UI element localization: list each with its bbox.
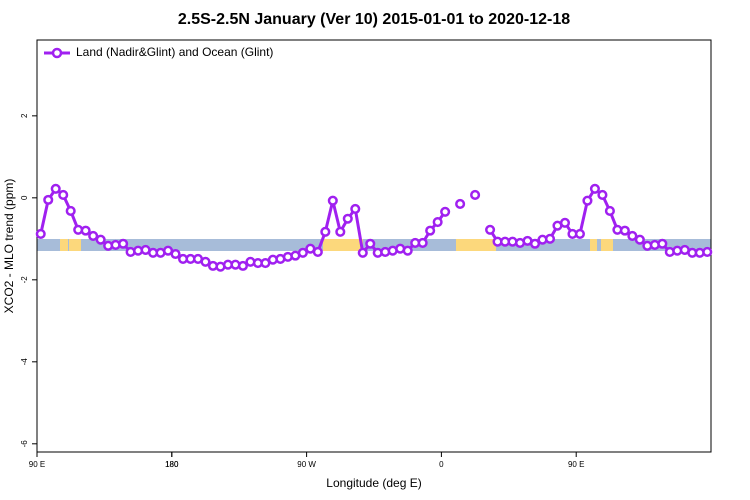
x-tick-label: 180 (165, 460, 179, 469)
data-point (657, 238, 668, 249)
data-point (627, 230, 638, 242)
x-tick-label: 0 (439, 460, 444, 469)
data-point (88, 230, 99, 242)
data-point (35, 228, 46, 239)
data-point (559, 217, 571, 228)
y-tick-label: -6 (20, 440, 29, 448)
data-point (297, 247, 308, 258)
data-point (342, 213, 353, 224)
data-point (425, 225, 436, 236)
data-point (58, 189, 69, 201)
land-band (601, 239, 613, 251)
legend-label: Land (Nadir&Glint) and Ocean (Glint) (76, 45, 273, 59)
data-point (118, 238, 129, 249)
data-point (440, 206, 451, 217)
legend-marker (51, 47, 63, 59)
data-point (402, 245, 413, 256)
data-point (417, 237, 428, 248)
x-tick-label: 180 (165, 460, 179, 469)
y-tick-label: 0 (20, 195, 29, 200)
data-point (95, 234, 106, 245)
data-point (65, 205, 76, 216)
data-point (335, 226, 346, 237)
y-tick-label: -4 (20, 358, 29, 366)
data-point (357, 247, 368, 258)
data-point (544, 233, 556, 244)
data-point (574, 228, 585, 239)
x-tick-label: 90 W (297, 460, 316, 469)
data-point (237, 260, 248, 271)
data-point (327, 195, 338, 206)
y-tick-label: -2 (20, 276, 29, 284)
data-point (80, 225, 91, 236)
x-axis-label: Longitude (deg E) (326, 476, 421, 490)
data-point (432, 216, 443, 228)
data-point (597, 189, 608, 201)
data-point (200, 256, 211, 267)
x-tick-label: 90 E (568, 460, 584, 469)
plot-frame (36, 39, 712, 453)
land-band (60, 239, 68, 251)
y-axis-label: XCO2 - MLO trend (ppm) (2, 179, 16, 314)
legend: Land (Nadir&Glint) and Ocean (Glint) (44, 45, 273, 59)
data-point (604, 205, 615, 216)
land-band (323, 239, 363, 251)
data-point (634, 234, 645, 245)
data-point (529, 238, 541, 249)
x-tick-label: 90 E (29, 460, 45, 469)
data-point (43, 194, 54, 205)
data-point (170, 248, 181, 260)
data-point (702, 246, 713, 257)
data-point (455, 198, 466, 210)
data-point (50, 183, 61, 194)
data-point (582, 195, 593, 206)
data-point (312, 246, 323, 257)
land-band (590, 239, 597, 251)
data-point (470, 189, 481, 201)
data-point (365, 238, 376, 249)
data-point (589, 183, 600, 194)
y-tick-label: 2 (20, 113, 29, 118)
data-point (619, 225, 630, 236)
chart-title: 2.5S-2.5N January (Ver 10) 2015-01-01 to… (178, 11, 570, 28)
land-band (456, 239, 496, 251)
land-band (69, 239, 81, 251)
data-point (320, 226, 331, 237)
data-point (350, 203, 361, 214)
data-point (485, 224, 496, 235)
